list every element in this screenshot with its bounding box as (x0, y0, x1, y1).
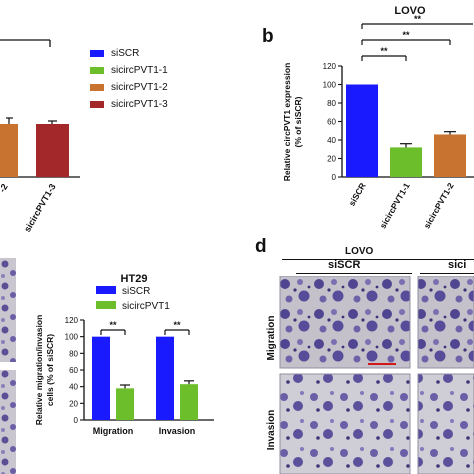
y-tick-label: 0 (74, 416, 79, 425)
micrograph-sici-invasion (417, 373, 474, 474)
y-axis-label: Relative circPVT1 expression (282, 63, 292, 182)
y-tick-label: 60 (327, 118, 336, 127)
legend-swatch (90, 50, 104, 57)
y-tick-label: 80 (69, 349, 78, 358)
y-tick-label: 100 (323, 81, 337, 90)
col-label-siscr: siSCR (328, 259, 361, 271)
x-tick-label: Migration (93, 426, 134, 436)
panel-letter-b: b (262, 26, 274, 47)
row-labels: Migration Invasion (266, 316, 277, 451)
panel-d-title: LOVO (345, 246, 374, 257)
bar (116, 388, 134, 420)
chart-title: HT29 (121, 273, 148, 285)
significance-label: ** (109, 320, 117, 330)
y-axis-label: Relative migration/invasion (34, 315, 44, 426)
col-rule (420, 273, 474, 274)
micrograph-siscr-migration (279, 276, 411, 369)
legend-swatch (90, 101, 104, 108)
x-tick-label: sicircPVT1-1 (378, 181, 412, 230)
panel-b-chart: LOVO 0 20 40 60 80 100 120 Relative circPVT1 exp… (282, 5, 474, 230)
bar-sicircpvt1-2 (0, 124, 18, 177)
col-label-sici: sici (448, 259, 467, 271)
x-tick-label: -2 (0, 182, 10, 194)
y-tick-label: 60 (69, 366, 78, 375)
y-tick-label: 80 (327, 99, 336, 108)
y-tick-label: 0 (332, 173, 337, 182)
y-axis-label: (% of siSCR) (293, 96, 303, 147)
bar (434, 134, 466, 177)
y-tick-label: 40 (327, 136, 336, 145)
row-label-migration: Migration (266, 316, 277, 361)
panel-c-micrographs (0, 258, 16, 474)
panel-d-title-rule (282, 259, 474, 260)
significance-label: ** (380, 46, 388, 56)
legend-panel-a: siSCR sicircPVT1-1 sicircPVT1-2 sicircPV… (90, 45, 168, 113)
legend-item: sicircPVT1-1 (90, 62, 168, 79)
x-tick-label: sicircPVT1-2 (422, 181, 456, 230)
panel-d-micrographs (279, 276, 474, 474)
y-tick-label: 100 (65, 333, 79, 342)
chart-title: LOVO (394, 5, 426, 17)
bar (390, 147, 422, 177)
row-label-invasion: Invasion (266, 410, 277, 451)
significance-label: ** (414, 14, 422, 24)
micrograph-siscr-invasion (279, 373, 411, 474)
bar (156, 336, 174, 420)
y-tick-label: 120 (65, 316, 79, 325)
y-tick-label: 120 (323, 62, 337, 71)
legend-label: siSCR (122, 286, 150, 297)
significance-label: ** (173, 320, 181, 330)
x-tick-label: siSCR (347, 181, 368, 208)
legend-label: sicircPVT1 (122, 301, 170, 312)
y-tick-label: 20 (327, 155, 336, 164)
y-tick-label: 40 (69, 383, 78, 392)
panel-letter-d: d (255, 236, 267, 257)
legend-item: siSCR (90, 45, 168, 62)
significance-label: ** (402, 30, 410, 40)
legend-item: sicircPVT1-3 (90, 96, 168, 113)
legend-swatch (96, 286, 116, 294)
col-rule (296, 273, 412, 274)
bar (180, 384, 198, 420)
legend-swatch (90, 84, 104, 91)
micrograph-invasion (0, 370, 16, 474)
y-tick-label: 20 (69, 399, 78, 408)
x-tick-label: sicircPVT1-3 (22, 182, 58, 234)
bar (92, 336, 110, 420)
bar (346, 84, 378, 177)
panel-a-partial-chart: -2 sicircPVT1-3 (0, 39, 80, 234)
micrograph-migration (0, 258, 16, 362)
y-axis-label: cells (% of siSCR) (45, 334, 55, 406)
bar-sicircpvt1-3 (36, 124, 69, 177)
legend-swatch (90, 67, 104, 74)
x-tick-label: Invasion (159, 426, 196, 436)
micrograph-sici-migration (417, 276, 474, 369)
legend-item: sicircPVT1-2 (90, 79, 168, 96)
legend-swatch (96, 301, 116, 309)
